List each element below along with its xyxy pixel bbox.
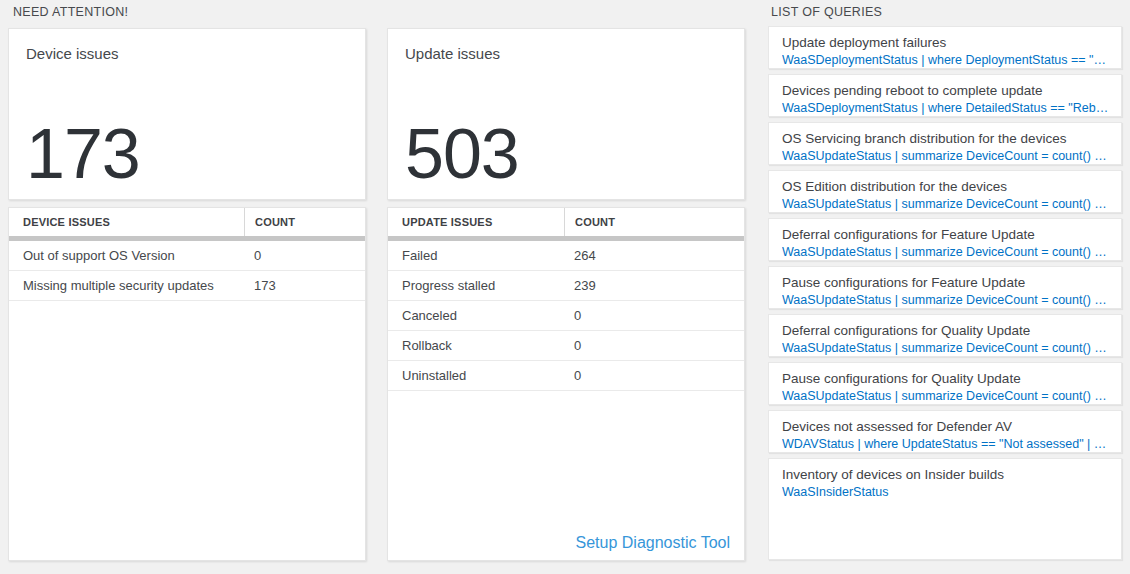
row-issue-name: Rollback bbox=[388, 331, 564, 360]
row-count-value: 239 bbox=[564, 271, 744, 300]
query-item-code[interactable]: WaaSUpdateStatus | summarize DeviceCount… bbox=[782, 340, 1109, 357]
table-row[interactable]: Rollback 0 bbox=[388, 331, 744, 361]
row-issue-name: Uninstalled bbox=[388, 361, 564, 390]
query-item[interactable]: Deferral configurations for Quality Upda… bbox=[768, 314, 1122, 357]
query-item[interactable]: Pause configurations for Feature Update … bbox=[768, 266, 1122, 309]
query-list: Update deployment failures WaaSDeploymen… bbox=[768, 26, 1122, 560]
query-item-code[interactable]: WaaSUpdateStatus | summarize DeviceCount… bbox=[782, 244, 1109, 261]
query-item-title: Inventory of devices on Insider builds bbox=[782, 466, 1109, 484]
query-item-code[interactable]: WaaSUpdateStatus | summarize DeviceCount… bbox=[782, 388, 1109, 405]
row-count-value: 0 bbox=[564, 361, 744, 390]
row-count-value: 264 bbox=[564, 241, 744, 270]
query-item[interactable]: Devices not assessed for Defender AV WDA… bbox=[768, 410, 1122, 453]
row-issue-name: Failed bbox=[388, 241, 564, 270]
update-issues-card-title: Update issues bbox=[405, 45, 500, 62]
list-of-queries-label: LIST OF QUERIES bbox=[771, 5, 882, 19]
query-item-code[interactable]: WaaSUpdateStatus | summarize DeviceCount… bbox=[782, 292, 1109, 309]
query-item-title: Deferral configurations for Feature Upda… bbox=[782, 226, 1109, 244]
update-issues-column-header: UPDATE ISSUES bbox=[388, 208, 564, 236]
count-column-header: COUNT bbox=[564, 208, 744, 236]
update-compliance-dashboard: NEED ATTENTION! LIST OF QUERIES Device i… bbox=[0, 0, 1130, 574]
device-issues-count: 173 bbox=[26, 119, 140, 189]
query-item-title: OS Servicing branch distribution for the… bbox=[782, 130, 1109, 148]
query-item-title: Devices pending reboot to complete updat… bbox=[782, 82, 1109, 100]
device-issues-column-header: DEVICE ISSUES bbox=[9, 208, 244, 236]
table-row[interactable]: Canceled 0 bbox=[388, 301, 744, 331]
device-issues-table-body: Out of support OS Version 0 Missing mult… bbox=[9, 241, 365, 301]
query-item-title: OS Edition distribution for the devices bbox=[782, 178, 1109, 196]
query-item[interactable]: Devices pending reboot to complete updat… bbox=[768, 74, 1122, 117]
setup-diagnostic-tool-link[interactable]: Setup Diagnostic Tool bbox=[576, 534, 730, 552]
query-item[interactable]: Pause configurations for Quality Update … bbox=[768, 362, 1122, 405]
update-issues-table-body: Failed 264 Progress stalled 239 Canceled… bbox=[388, 241, 744, 391]
row-issue-name: Out of support OS Version bbox=[9, 241, 244, 270]
query-item-title: Devices not assessed for Defender AV bbox=[782, 418, 1109, 436]
row-issue-name: Progress stalled bbox=[388, 271, 564, 300]
query-item-code[interactable]: WaaSUpdateStatus | summarize DeviceCount… bbox=[782, 148, 1109, 165]
query-item[interactable]: Update deployment failures WaaSDeploymen… bbox=[768, 26, 1122, 69]
table-row[interactable]: Missing multiple security updates 173 bbox=[9, 271, 365, 301]
row-count-value: 0 bbox=[244, 241, 365, 270]
count-column-header: COUNT bbox=[244, 208, 365, 236]
query-item-code[interactable]: WaaSDeploymentStatus | where DeploymentS… bbox=[782, 52, 1109, 69]
query-item-code[interactable]: WaaSDeploymentStatus | where DetailedSta… bbox=[782, 100, 1109, 117]
row-count-value: 0 bbox=[564, 331, 744, 360]
query-item[interactable]: OS Edition distribution for the devices … bbox=[768, 170, 1122, 213]
update-issues-card[interactable]: Update issues 503 bbox=[387, 28, 745, 200]
row-issue-name: Canceled bbox=[388, 301, 564, 330]
device-issues-card[interactable]: Device issues 173 bbox=[8, 28, 366, 200]
device-issues-table-header: DEVICE ISSUES COUNT bbox=[9, 208, 365, 236]
query-item[interactable]: Inventory of devices on Insider builds W… bbox=[768, 458, 1122, 560]
update-issues-table-header: UPDATE ISSUES COUNT bbox=[388, 208, 744, 236]
row-count-value: 0 bbox=[564, 301, 744, 330]
query-item-title: Pause configurations for Feature Update bbox=[782, 274, 1109, 292]
query-item-code[interactable]: WDAVStatus | where UpdateStatus == "Not … bbox=[782, 436, 1109, 453]
device-issues-card-title: Device issues bbox=[26, 45, 119, 62]
query-item-code[interactable]: WaaSInsiderStatus bbox=[782, 484, 1109, 501]
update-issues-table: UPDATE ISSUES COUNT Failed 264 Progress … bbox=[387, 207, 745, 561]
query-item[interactable]: OS Servicing branch distribution for the… bbox=[768, 122, 1122, 165]
table-row[interactable]: Uninstalled 0 bbox=[388, 361, 744, 391]
table-row[interactable]: Progress stalled 239 bbox=[388, 271, 744, 301]
row-issue-name: Missing multiple security updates bbox=[9, 271, 244, 300]
table-row[interactable]: Out of support OS Version 0 bbox=[9, 241, 365, 271]
query-item-code[interactable]: WaaSUpdateStatus | summarize DeviceCount… bbox=[782, 196, 1109, 213]
row-count-value: 173 bbox=[244, 271, 365, 300]
table-row[interactable]: Failed 264 bbox=[388, 241, 744, 271]
update-issues-count: 503 bbox=[405, 119, 519, 189]
device-issues-table: DEVICE ISSUES COUNT Out of support OS Ve… bbox=[8, 207, 366, 561]
query-item[interactable]: Deferral configurations for Feature Upda… bbox=[768, 218, 1122, 261]
query-item-title: Update deployment failures bbox=[782, 34, 1109, 52]
need-attention-label: NEED ATTENTION! bbox=[13, 5, 128, 19]
query-item-title: Pause configurations for Quality Update bbox=[782, 370, 1109, 388]
query-item-title: Deferral configurations for Quality Upda… bbox=[782, 322, 1109, 340]
